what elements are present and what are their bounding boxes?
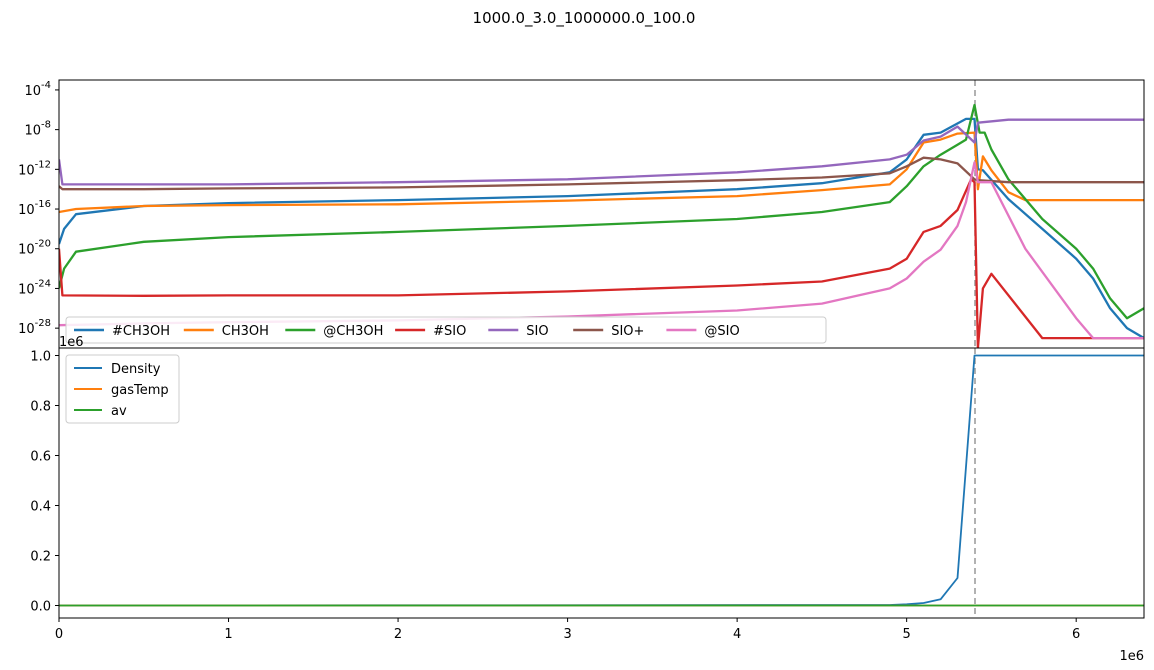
top-series-line [59, 103, 1144, 320]
bottom-legend-label: gasTemp [111, 383, 169, 398]
top-y-tick-label: 10-24 [18, 278, 51, 297]
top-series-line [59, 178, 1144, 348]
top-y-tick-label: 10-12 [18, 159, 51, 178]
top-y-axis: 10-4 10-8 10-12 10-16 10-20 10-24 10-28 [18, 80, 59, 337]
top-y-tick-label: 10-28 [18, 318, 51, 337]
top-legend-label: SIO [526, 324, 548, 339]
y-offset-label: 1e6 [59, 335, 84, 350]
bottom-x-axis: 0 1 2 3 4 5 6 [55, 618, 1080, 642]
top-series-line [59, 118, 1144, 186]
bottom-y-tick-label: 1.0 [30, 350, 51, 365]
top-legend-label: SIO+ [611, 324, 644, 339]
top-y-tick-label: 10-20 [18, 239, 51, 258]
bottom-y-tick-label: 0.4 [30, 500, 51, 515]
top-series-line [59, 156, 1144, 191]
bottom-x-tick-label: 5 [903, 627, 911, 642]
x-offset-label: 1e6 [1119, 649, 1144, 664]
bottom-y-tick-label: 0.2 [30, 550, 51, 565]
bottom-legend: Density gasTemp av [65, 354, 180, 424]
bottom-y-tick-label: 0.0 [30, 600, 51, 615]
bottom-y-tick-label: 0.6 [30, 450, 51, 465]
bottom-x-tick-label: 3 [563, 627, 571, 642]
top-legend-label: CH3OH [222, 324, 269, 339]
top-legend-box [65, 316, 827, 344]
top-panel: 10-4 10-8 10-12 10-16 10-20 10-24 10-28 #CH3OH… [18, 79, 1145, 349]
top-y-tick-label: 10-8 [24, 120, 51, 139]
bottom-x-tick-label: 0 [55, 627, 63, 642]
top-series-line [59, 131, 1144, 214]
bottom-panel: 0.0 0.2 0.4 0.6 0.8 1.0 0 1 2 3 4 5 6 1e6 1e6 Densi… [30, 335, 1145, 664]
top-legend-label: #SIO [433, 324, 466, 339]
bottom-legend-label: av [111, 404, 127, 419]
bottom-series-lines [59, 354, 1144, 607]
bottom-x-tick-label: 6 [1072, 627, 1080, 642]
bottom-legend-label: Density [111, 362, 161, 377]
bottom-legend-box [65, 354, 180, 424]
top-legend-label: #CH3OH [112, 324, 170, 339]
bottom-y-axis: 0.0 0.2 0.4 0.6 0.8 1.0 [30, 350, 59, 615]
top-legend-label: @SIO [704, 324, 739, 339]
top-y-tick-label: 10-16 [18, 199, 51, 218]
top-series-line [59, 117, 1144, 340]
bottom-y-tick-label: 0.8 [30, 400, 51, 415]
bottom-x-tick-label: 2 [394, 627, 402, 642]
bottom-axes-frame [58, 347, 1145, 619]
top-series-lines [59, 103, 1144, 348]
bottom-series-line [59, 354, 1144, 607]
figure-title: 1000.0_3.0_1000000.0_100.0 [473, 9, 696, 28]
top-legend-label: @CH3OH [323, 324, 383, 339]
top-y-tick-label: 10-4 [24, 80, 51, 99]
bottom-x-tick-label: 1 [224, 627, 232, 642]
top-legend: #CH3OH CH3OH @CH3OH #SIO SIO SIO+ @SIO [65, 316, 827, 344]
bottom-x-tick-label: 4 [733, 627, 741, 642]
